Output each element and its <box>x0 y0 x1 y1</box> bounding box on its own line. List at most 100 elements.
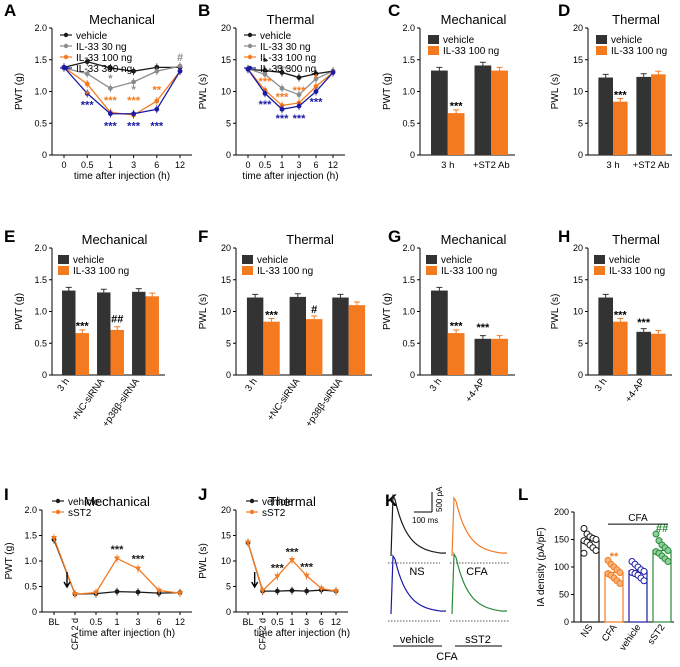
y-tick-label: 2.0 <box>402 23 415 33</box>
y-tick-label: 1.5 <box>402 275 415 285</box>
bar <box>62 290 76 375</box>
panel-K: K 500 pA 100 ms NS CFA vehicle sST2 CFA <box>385 486 510 663</box>
data-point <box>303 573 310 579</box>
x-tick-label: vehicle <box>617 622 643 653</box>
data-point <box>177 591 183 597</box>
bar <box>651 74 666 155</box>
chart-title: Thermal <box>612 12 660 27</box>
legend-label: vehicle <box>257 255 289 266</box>
chart-title: Thermal <box>612 232 660 247</box>
legend-marker <box>63 32 69 38</box>
significance-mark: *** <box>76 320 90 332</box>
series-line-IL-33-300-ng <box>247 68 334 110</box>
bar <box>110 329 124 375</box>
y-tick-label: 0 <box>410 150 415 160</box>
data-point <box>289 588 295 593</box>
bar <box>613 321 628 375</box>
x-tick-label: +NC-siRNA <box>70 376 108 423</box>
trace-sST2 <box>451 551 508 615</box>
data-point <box>131 111 137 117</box>
legend-swatch <box>428 35 439 44</box>
data-point <box>313 89 319 94</box>
y-tick-label: 2.0 <box>34 23 47 33</box>
panel-G: G Mechanical 0 0.5 1.0 1.5 2.0 PWT (g) 3 h +4-AP *… <box>382 227 515 405</box>
legend-swatch <box>242 255 253 264</box>
y-tick-label: 20 <box>573 243 583 253</box>
y-tick-label: 0 <box>42 150 47 160</box>
panel-I: I Mechanical 0 0.5 1.0 1.5 2.0 PWT (g) BL CFA 2 d… <box>4 485 192 650</box>
bar <box>348 305 366 375</box>
x-tick-label: 6 <box>319 617 324 627</box>
trace-label-sST2: sST2 <box>465 634 491 646</box>
bar <box>97 292 111 375</box>
panel-A: A Mechanical 0 0.5 1.0 1.5 2.0 PWT (g) 0 0.5 1 3 6 12… <box>4 1 192 182</box>
x-tick-label: 3 h <box>55 376 72 393</box>
x-tick-label: +p38β-siRNA <box>100 376 142 429</box>
data-point <box>592 547 600 554</box>
y-axis-label: PWT (g) <box>382 73 393 110</box>
chart-title: Mechanical <box>84 494 150 509</box>
y-tick-label: 0 <box>564 617 569 627</box>
panel-letter: G <box>388 227 401 246</box>
bar <box>263 321 280 375</box>
data-point <box>114 589 120 594</box>
series-line-IL-33-30-ng <box>247 68 334 96</box>
data-point <box>177 68 183 74</box>
bar <box>491 338 508 375</box>
data-point <box>289 557 295 563</box>
y-axis-label: IA density (pA/pF) <box>536 527 547 606</box>
x-tick-label: +p38β-siRNA <box>303 376 345 429</box>
significance-mark: *** <box>265 309 279 321</box>
legend-marker <box>249 509 255 515</box>
significance-mark: *** <box>476 322 490 334</box>
significance-mark: *** <box>104 121 118 133</box>
bar <box>598 77 613 155</box>
significance-mark: *** <box>127 121 141 133</box>
y-tick-label: 10 <box>573 307 583 317</box>
chart-title: Mechanical <box>89 12 155 27</box>
y-tick-label: 20 <box>221 23 231 33</box>
y-tick-label: 2.0 <box>402 243 415 253</box>
data-point <box>51 536 57 542</box>
data-point <box>156 588 162 594</box>
bar <box>652 549 672 623</box>
x-axis-label: time after injection (h) <box>74 171 170 182</box>
legend-marker <box>63 65 69 71</box>
bar <box>75 333 89 375</box>
x-tick-label: 3 h <box>593 376 610 393</box>
legend-label: IL-33 300 ng <box>260 64 316 75</box>
significance-mark: *** <box>104 95 118 107</box>
x-tick-label: 12 <box>331 617 341 627</box>
x-tick-label: 12 <box>175 160 185 170</box>
x-tick-label: +4-AP <box>463 376 487 404</box>
legend-marker <box>247 43 253 49</box>
significance-mark: *** <box>276 91 290 103</box>
significance-mark: *** <box>276 64 290 76</box>
x-tick-label: NS <box>579 622 596 639</box>
x-tick-label: CFA 2 d <box>70 618 80 650</box>
legend-label: IL-33 30 ng <box>76 42 127 53</box>
y-axis-label: PWL (s) <box>550 294 561 330</box>
x-tick-label: 3 h <box>428 376 445 393</box>
data-point <box>652 530 660 538</box>
significance-mark: *** <box>259 99 273 111</box>
y-axis-label: PWT (g) <box>14 293 25 330</box>
data-point <box>664 547 672 554</box>
significance-mark: *** <box>286 546 300 558</box>
data-point <box>313 71 319 77</box>
legend-label: IL-33 100 ng <box>73 266 129 277</box>
significance-mark: ** <box>610 551 619 563</box>
x-tick-label: 6 <box>313 160 318 170</box>
legend-marker <box>55 498 61 504</box>
arrow-icon <box>63 572 71 589</box>
series-line-IL-33-300-ng <box>63 66 181 115</box>
y-tick-label: 0.5 <box>34 338 47 348</box>
bar <box>145 296 159 375</box>
significance-mark: *** <box>293 85 307 97</box>
data-point <box>108 85 113 91</box>
y-tick-label: 0 <box>578 370 583 380</box>
x-tick-label: 3 <box>296 160 301 170</box>
bar <box>431 290 448 375</box>
